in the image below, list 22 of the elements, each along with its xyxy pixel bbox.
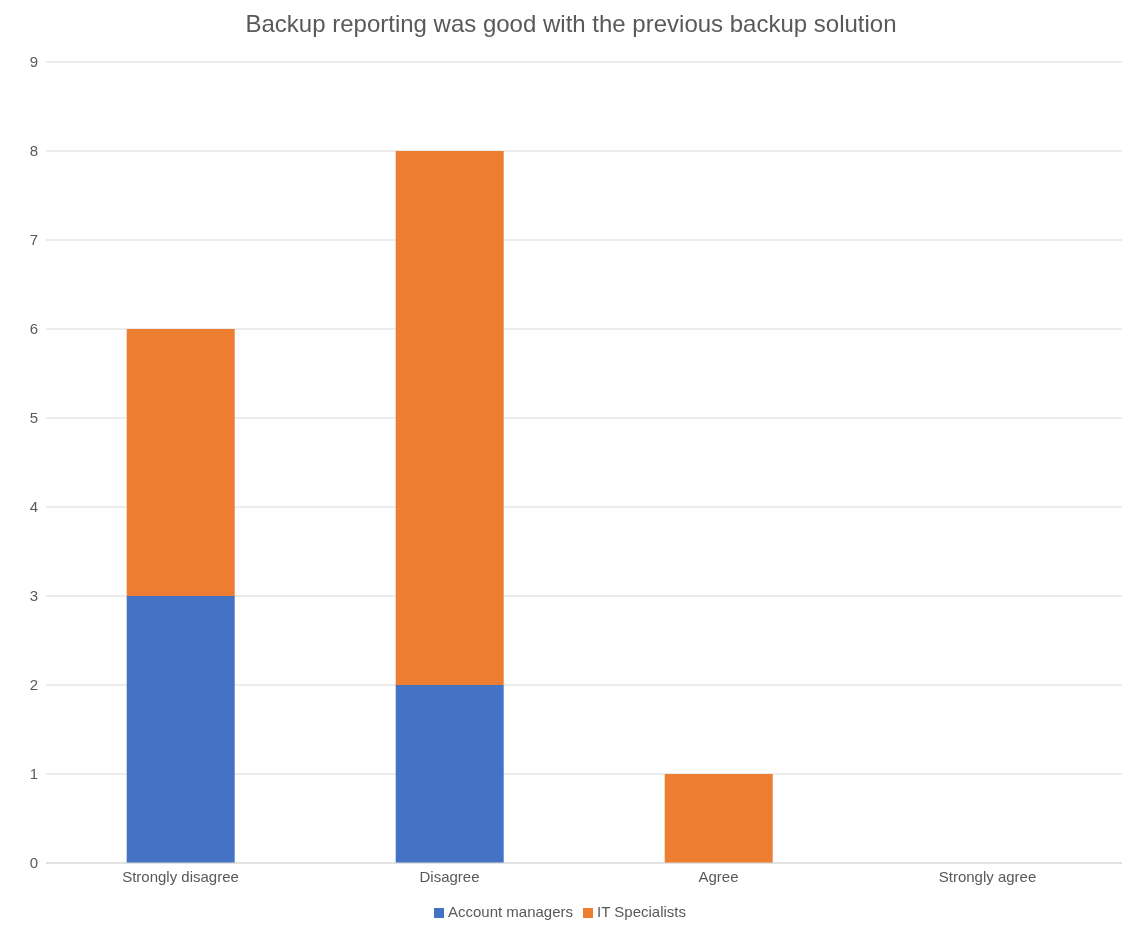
bar [395, 151, 504, 685]
x-tick-label: Disagree [419, 867, 480, 885]
chart-title: Backup reporting was good with the previous backup solution [244, 10, 898, 39]
y-tick-label: 2 [29, 676, 38, 694]
y-tick-label: 5 [29, 409, 38, 427]
y-tick-label: 9 [29, 53, 38, 71]
legend-label: IT Specialists [597, 903, 686, 920]
y-tick-label: 3 [29, 587, 38, 605]
x-tick-label: Strongly disagree [122, 867, 239, 885]
bar [126, 329, 235, 596]
y-tick-label: 8 [29, 142, 38, 160]
x-tick-label: Strongly agree [938, 867, 1037, 885]
bar [664, 774, 773, 863]
y-tick-label: 4 [29, 498, 38, 516]
x-tick-label: Agree [698, 867, 739, 885]
bar [395, 685, 504, 863]
y-tick-label: 7 [29, 231, 38, 249]
y-tick-label: 1 [29, 765, 38, 783]
bar [126, 596, 235, 863]
legend-label: Account managers [447, 903, 574, 920]
y-tick-label: 0 [29, 854, 38, 872]
y-tick-label: 6 [29, 320, 38, 338]
